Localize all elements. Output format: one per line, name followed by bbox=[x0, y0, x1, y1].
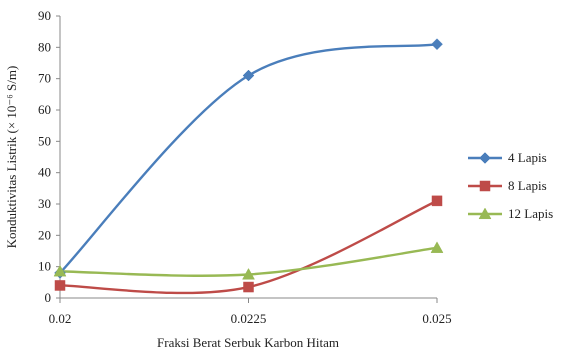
legend: 4 Lapis 8 Lapis 12 Lapis bbox=[468, 150, 553, 221]
y-tick-label: 60 bbox=[38, 102, 51, 117]
y-axis-title: Konduktivitas Listrik (× 10⁻⁶ S/m) bbox=[4, 66, 19, 249]
data-point-series-1 bbox=[242, 69, 255, 82]
y-tick-label: 40 bbox=[38, 165, 51, 180]
series-lines bbox=[58, 43, 439, 295]
data-point-series-3 bbox=[53, 264, 67, 277]
y-tick-label: 70 bbox=[38, 71, 51, 86]
y-ticks: 0 10 20 30 40 50 60 70 80 90 bbox=[38, 8, 60, 305]
legend-label-3: 12 Lapis bbox=[508, 206, 553, 221]
x-ticks: 0.02 0.0225 0.025 bbox=[49, 298, 452, 326]
y-tick-label: 20 bbox=[38, 227, 51, 242]
data-point-series-3 bbox=[430, 241, 444, 253]
x-tick-label: 0.0225 bbox=[231, 311, 267, 326]
x-tick-label: 0.025 bbox=[422, 311, 451, 326]
y-tick-label: 90 bbox=[38, 8, 51, 23]
x-tick-label: 0.02 bbox=[49, 311, 72, 326]
data-point-series-2 bbox=[54, 280, 66, 291]
legend-marker-3 bbox=[478, 207, 492, 220]
axes bbox=[59, 16, 437, 299]
data-point-series-1 bbox=[431, 38, 443, 51]
legend-marker-2 bbox=[479, 180, 491, 192]
series-markers bbox=[53, 38, 444, 293]
legend-label-2: 8 Lapis bbox=[508, 178, 547, 193]
legend-marker-1 bbox=[479, 152, 491, 164]
data-point-series-2 bbox=[431, 195, 443, 207]
legend-label-1: 4 Lapis bbox=[508, 150, 547, 165]
y-tick-label: 30 bbox=[38, 196, 51, 211]
x-axis-title: Fraksi Berat Serbuk Karbon Hitam bbox=[157, 335, 339, 350]
data-point-series-3 bbox=[242, 267, 255, 280]
y-tick-label: 50 bbox=[38, 133, 51, 148]
data-point-series-2 bbox=[243, 281, 254, 293]
y-tick-label: 80 bbox=[38, 39, 51, 54]
y-tick-label: 10 bbox=[38, 259, 51, 274]
y-tick-label: 0 bbox=[45, 290, 52, 305]
